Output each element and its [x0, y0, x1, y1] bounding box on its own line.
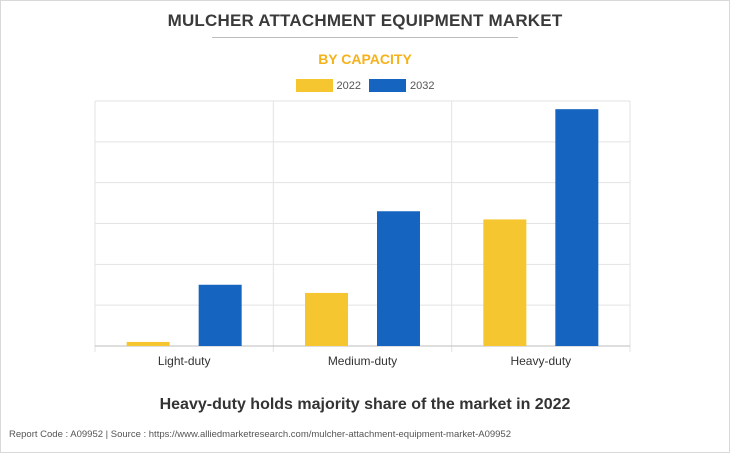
bar-2022-heavy-duty: [483, 219, 527, 346]
bar-2032-light-duty: [198, 284, 242, 346]
title-divider: [212, 37, 518, 38]
legend-swatch-2032: [369, 79, 406, 92]
legend-item-2022: 2022: [295, 79, 361, 92]
x-tick-label: Medium-duty: [328, 354, 397, 368]
legend-label-2022: 2022: [336, 79, 361, 92]
legend: 2022 2032: [0, 79, 730, 92]
bar-2022-medium-duty: [305, 292, 348, 346]
chart-title: MULCHER ATTACHMENT EQUIPMENT MARKET: [167, 11, 563, 30]
bar-2022-light-duty: [126, 341, 170, 346]
chart-caption: Heavy-duty holds majority share of the m…: [159, 396, 571, 413]
bar-2032-heavy-duty: [555, 109, 599, 347]
source-text: Report Code : A09952 | Source : https://…: [9, 429, 511, 440]
legend-label-2032: 2032: [410, 79, 435, 92]
x-tick-label: Heavy-duty: [510, 354, 571, 368]
legend-item-2032: 2032: [369, 79, 434, 92]
bar-2032-medium-duty: [377, 211, 420, 346]
chart-subtitle: BY CAPACITY: [318, 51, 412, 67]
x-tick-label: Light-duty: [158, 354, 211, 368]
legend-swatch-2022: [295, 79, 333, 92]
